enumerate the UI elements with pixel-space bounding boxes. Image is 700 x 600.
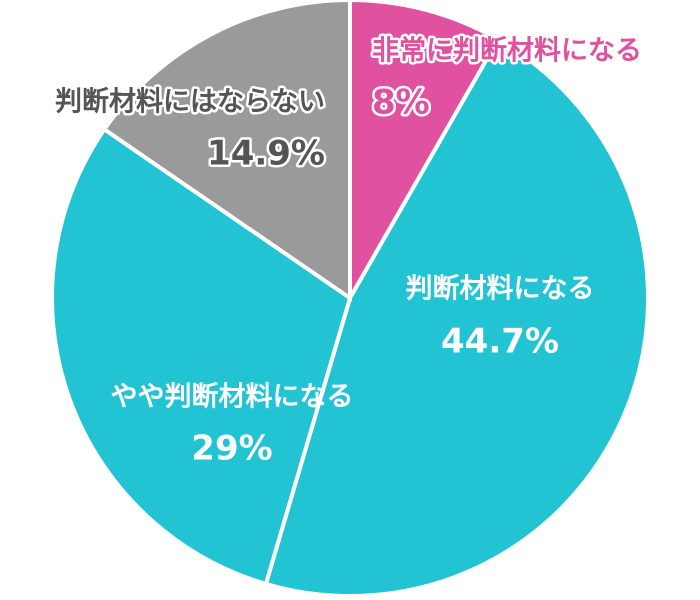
pie-slice: [348, 0, 501, 306]
slice-label: 非常に判断材料になる: [372, 36, 642, 67]
slice-value: 29%: [191, 429, 272, 469]
slice-label: やや判断材料になる: [111, 382, 354, 413]
slice-label: 判断材料になる: [406, 274, 595, 305]
slice-value: 44.7%: [441, 322, 559, 362]
pie-slice: [263, 36, 650, 598]
pie-slice: [50, 126, 353, 587]
slice-value: 14.9%: [207, 134, 325, 174]
slice-value: 8%: [372, 83, 430, 123]
slice-label: 判断材料にはならない: [55, 87, 325, 118]
pie-slice: [101, 0, 352, 302]
